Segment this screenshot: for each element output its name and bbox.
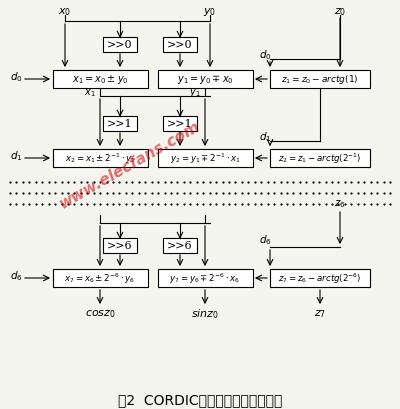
Text: >>6: >>6	[167, 240, 193, 250]
Text: $sinz_0$: $sinz_0$	[191, 306, 219, 320]
Bar	[158, 150, 252, 168]
Text: $z_7=z_6-arctg(2^{-6})$: $z_7=z_6-arctg(2^{-6})$	[278, 271, 362, 285]
Text: $x_2=x_1\pm 2^{-1}\cdot y_1$: $x_2=x_1\pm 2^{-1}\cdot y_1$	[64, 151, 136, 166]
Text: $z_6$: $z_6$	[334, 198, 346, 209]
Text: >>0: >>0	[167, 40, 193, 50]
Text: www.elecfans.com: www.elecfans.com	[57, 118, 203, 211]
Bar	[158, 71, 252, 89]
Text: $y_2=y_1\mp 2^{-1}\cdot x_1$: $y_2=y_1\mp 2^{-1}\cdot x_1$	[170, 151, 240, 166]
Text: $x_1=x_0\pm y_0$: $x_1=x_0\pm y_0$	[72, 73, 128, 86]
Text: $z_0$: $z_0$	[334, 6, 346, 18]
Text: $z_1=z_0-arctg(1)$: $z_1=z_0-arctg(1)$	[281, 73, 359, 86]
Text: $y_1$: $y_1$	[189, 87, 201, 99]
Bar	[103, 37, 137, 52]
Text: $d_6$: $d_6$	[259, 233, 271, 246]
Bar	[103, 238, 137, 253]
Text: $z_2=z_1-arctg(2^{-1})$: $z_2=z_1-arctg(2^{-1})$	[278, 151, 362, 166]
Text: $d_1$: $d_1$	[259, 130, 271, 144]
Text: $d_0$: $d_0$	[10, 70, 22, 84]
Bar	[52, 270, 148, 287]
Text: $d_0$: $d_0$	[259, 48, 271, 62]
Bar	[270, 270, 370, 287]
Bar	[163, 116, 197, 131]
Text: $y_0$: $y_0$	[203, 6, 217, 18]
Text: $d_1$: $d_1$	[10, 149, 22, 162]
Text: >>1: >>1	[167, 119, 193, 129]
Text: $y_7=y_6\mp 2^{-6}\cdot x_6$: $y_7=y_6\mp 2^{-6}\cdot x_6$	[170, 271, 240, 285]
Bar	[52, 71, 148, 89]
Text: $x_0$: $x_0$	[58, 6, 72, 18]
Text: >>6: >>6	[107, 240, 133, 250]
Bar	[270, 150, 370, 168]
Text: 图2  CORDIC算法的流水线设计流程: 图2 CORDIC算法的流水线设计流程	[118, 392, 282, 406]
Bar	[158, 270, 252, 287]
Bar	[52, 150, 148, 168]
Bar	[103, 116, 137, 131]
Text: >>0: >>0	[107, 40, 133, 50]
Text: >>1: >>1	[107, 119, 133, 129]
Text: $d_6$: $d_6$	[10, 268, 22, 282]
Bar	[163, 238, 197, 253]
Text: $cosz_0$: $cosz_0$	[84, 307, 116, 319]
Bar	[270, 71, 370, 89]
Text: $x_7=x_6\pm 2^{-6}\cdot y_6$: $x_7=x_6\pm 2^{-6}\cdot y_6$	[64, 271, 136, 285]
Text: $z_7$: $z_7$	[314, 307, 326, 319]
Text: $y_1=y_0\mp x_0$: $y_1=y_0\mp x_0$	[177, 73, 233, 86]
Bar	[163, 37, 197, 52]
Text: $x_1$: $x_1$	[84, 87, 96, 99]
